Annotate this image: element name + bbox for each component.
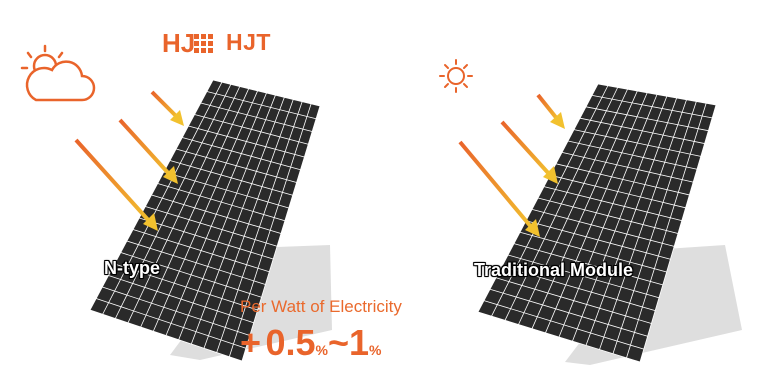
svg-text:HJ: HJ	[162, 28, 195, 58]
panel-grid-line	[182, 137, 301, 171]
panel-grid-line	[495, 277, 652, 324]
panel-grid-line	[555, 163, 690, 196]
panel-grid-line	[132, 229, 270, 273]
efficiency-gain: + 0.5%~1%	[240, 322, 382, 364]
panel-grid-line	[579, 117, 705, 144]
gain-separator: ~	[327, 322, 350, 363]
panel-grid-line	[519, 231, 667, 273]
cloudy-sun-icon	[20, 44, 96, 102]
gain-high: 1	[349, 322, 370, 363]
hjt-logo-icon: HJ	[162, 28, 213, 58]
left-solar-panel	[90, 80, 320, 361]
traditional-module-label: Traditional Module	[474, 260, 634, 280]
panel-grid-line	[549, 174, 686, 209]
panel-grid-line	[169, 160, 293, 196]
sun-ray-arrow	[118, 118, 178, 184]
panel-grid-line	[206, 91, 317, 120]
panel-grid-line	[120, 252, 262, 298]
panel-grid-line	[114, 263, 258, 311]
panel-grid-line	[188, 125, 305, 158]
panel-grid-line	[126, 240, 266, 285]
panel-grid-line	[200, 102, 313, 132]
panel-grid-line	[591, 95, 713, 119]
panel-grid-line	[194, 114, 309, 145]
sun-ray-arrow	[74, 138, 158, 231]
panel-grid-line	[151, 194, 282, 234]
panel-grid-line	[597, 83, 717, 106]
panel-grid-line	[585, 106, 709, 132]
panel-grid-line	[489, 288, 648, 337]
gain-prefix: +	[240, 322, 262, 363]
panel-grid-line	[543, 186, 682, 222]
right-panel-grid	[477, 83, 717, 363]
sun-icon	[439, 59, 473, 93]
panel-grid-line	[96, 298, 247, 349]
per-watt-caption: Per Watt of Electricity	[240, 297, 402, 316]
panel-grid-line	[507, 254, 660, 299]
sun-ray-arrow	[150, 90, 184, 126]
left-panel-grid	[89, 79, 321, 362]
panel-grid-line	[163, 171, 289, 209]
panel-grid-line	[139, 217, 274, 260]
panel-grid-line	[573, 129, 701, 157]
sun-ray-arrow	[458, 140, 540, 237]
panel-grid-line	[561, 152, 694, 183]
panel-grid-line	[567, 140, 698, 170]
brand-name: HJT	[226, 29, 271, 55]
panel-grid-line	[102, 286, 250, 336]
panel-grid-line	[483, 300, 644, 350]
panel-grid-line	[531, 209, 675, 247]
sun-ray-arrow	[500, 120, 558, 184]
right-sunlight-arrows	[458, 93, 565, 237]
panel-grid-line	[145, 206, 278, 247]
panel-grid-line	[175, 148, 297, 183]
panel-grid-line	[513, 243, 663, 286]
n-type-label: N-type	[104, 258, 161, 278]
gain-low: 0.5	[265, 322, 316, 363]
panel-grid-line	[477, 311, 641, 363]
gain-high-unit: %	[369, 342, 382, 358]
left-sunlight-arrows	[74, 90, 184, 231]
panel-grid-line	[525, 220, 671, 260]
panel-grid-line	[537, 197, 679, 234]
panel-grid-line	[212, 79, 321, 107]
panel-grid-line	[108, 275, 254, 324]
sun-ray-arrow	[536, 93, 565, 129]
panel-grid-line	[89, 309, 243, 362]
panel-grid-line	[157, 183, 286, 222]
panel-grid-line	[501, 266, 656, 311]
gain-low-unit: %	[315, 342, 328, 358]
